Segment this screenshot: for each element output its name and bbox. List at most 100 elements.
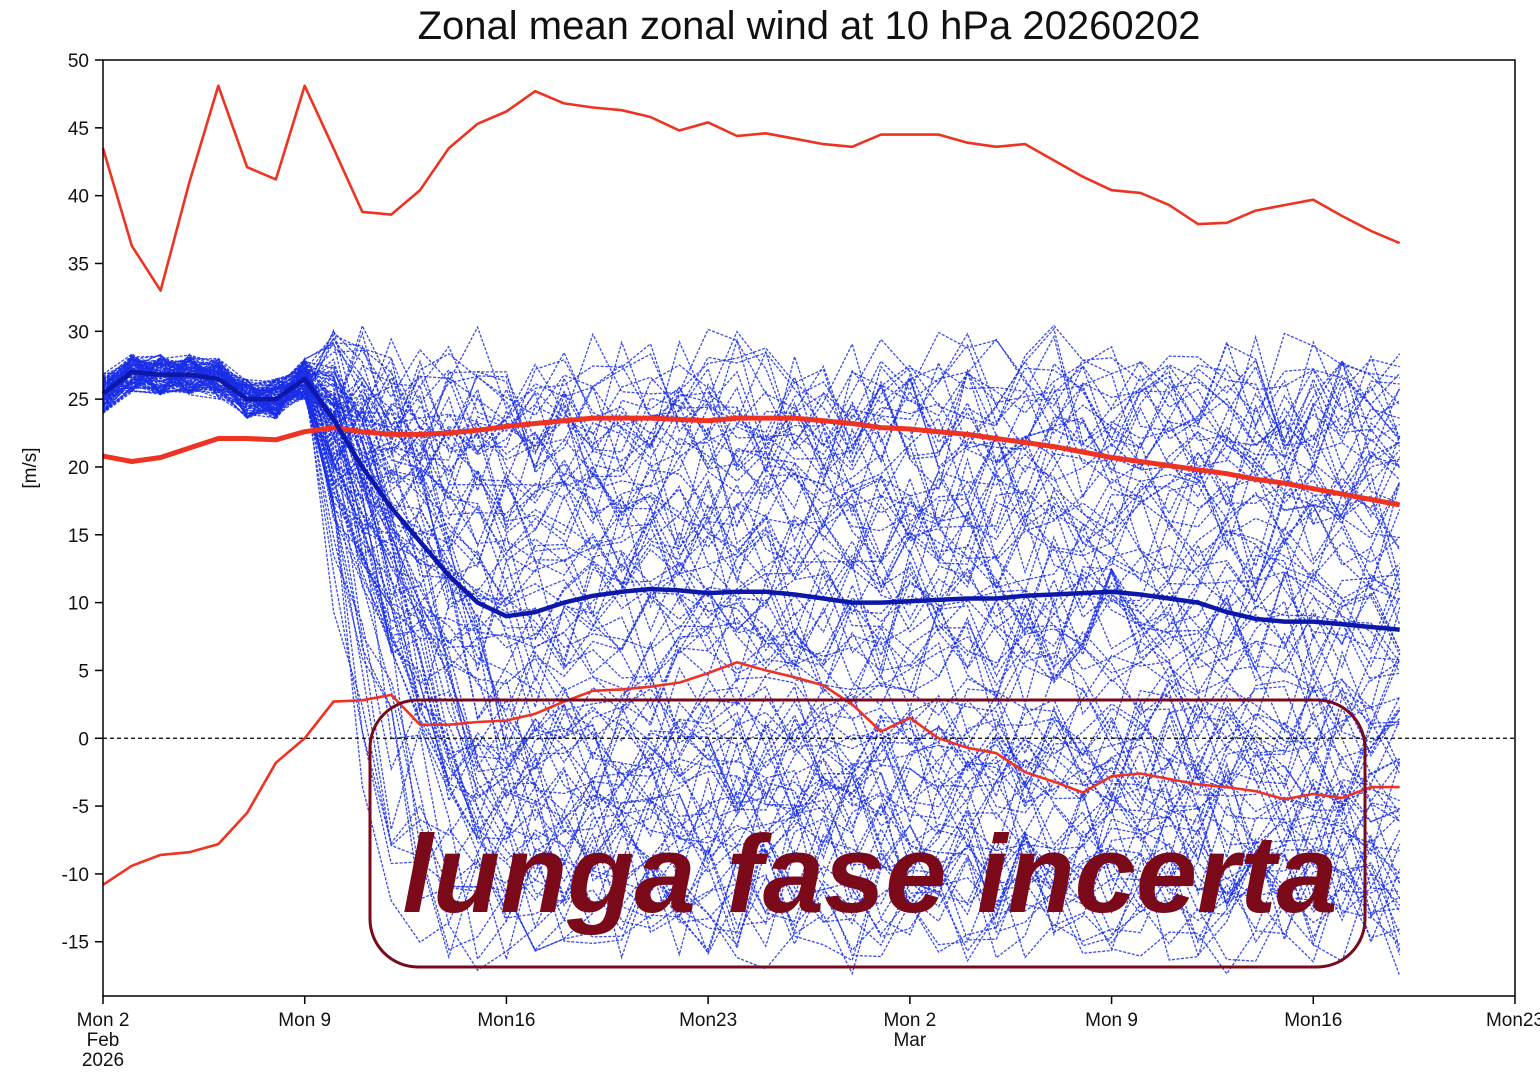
x-tick-label: Mon23 [1486, 1010, 1540, 1031]
ensemble-member-line [102, 337, 1400, 469]
ensemble-member-line [102, 367, 1401, 812]
x-tick-label-line: Mon 2 [77, 1010, 130, 1031]
ensemble-member-line [102, 365, 1401, 806]
ensemble-member-line [102, 365, 1400, 589]
ensemble-member-line [102, 358, 1401, 934]
ensemble-member-line [102, 363, 1401, 910]
ensemble-member-line [102, 347, 1401, 470]
x-tick-label-line: Mon16 [477, 1010, 535, 1031]
ensemble-member-line [102, 324, 1401, 450]
y-tick-label: -5 [72, 797, 89, 818]
ensemble-member-line [102, 368, 1400, 962]
x-tick-label: Mon 9 [278, 1010, 331, 1031]
ensemble-member-line [102, 358, 1401, 830]
ensemble-member-line [102, 339, 1401, 460]
x-tick-label-line: Mon23 [679, 1010, 737, 1031]
y-tick-label: 15 [68, 526, 89, 547]
x-tick-label-line: Feb [87, 1030, 120, 1051]
ensemble-member-line [102, 364, 1401, 676]
annotation-text: lunga fase incerta [402, 813, 1337, 936]
y-tick-label: -15 [62, 933, 89, 954]
x-tick-label: Mon16 [477, 1010, 535, 1031]
ensemble-member-line [102, 340, 1400, 504]
ensemble-member-line [102, 359, 1401, 890]
annotation-layer: lunga fase incerta [368, 698, 1367, 969]
ensemble-member-line [102, 356, 1400, 897]
y-tick-label: 30 [68, 322, 89, 343]
x-tick-label: Mon 2 Mar [883, 1010, 936, 1051]
x-tick-label: Mon 2 Feb 2026 [77, 1010, 130, 1071]
x-tick-label: Mon16 [1284, 1010, 1342, 1031]
y-axis-label: [m/s] [20, 447, 41, 488]
ensemble-member-line [102, 337, 1401, 477]
ensemble-member-line [102, 362, 1400, 942]
ensemble-member-line [102, 371, 1401, 524]
ensemble-member-line [102, 360, 1401, 919]
ensemble-member-line [102, 324, 1401, 447]
ensemble-member-line [102, 355, 1401, 710]
ensemble-member-line [102, 366, 1401, 616]
ensemble-member-line [102, 353, 1401, 484]
climatology-clim-mean-line [102, 415, 1401, 508]
ensemble-member-line [102, 360, 1401, 543]
ensemble-member-line [102, 368, 1401, 650]
ensemble-member-line [102, 354, 1401, 475]
ensemble-member-line [102, 365, 1401, 955]
ensemble-member-line [102, 377, 1401, 813]
y-tick-label: 35 [68, 254, 89, 275]
annotation-box [368, 698, 1367, 969]
plot-frame [102, 59, 1516, 997]
ensemble-member-line [102, 358, 1401, 521]
ensemble-member-line [102, 358, 1401, 680]
ensemble-member-line [102, 353, 1401, 952]
ensemble-member-line [102, 362, 1400, 819]
ensemble-mean-line [101, 369, 1400, 632]
y-tick-label: 20 [68, 458, 89, 479]
x-tick-label-line: 2026 [82, 1050, 124, 1071]
ensemble-member-line [102, 356, 1401, 868]
ensemble-member-line [102, 356, 1400, 734]
y-tick-label: 40 [68, 187, 89, 208]
ensemble-member-line [102, 361, 1401, 687]
x-tick-label-line: Mon16 [1284, 1010, 1342, 1031]
x-tick-label-line: Mon 9 [1085, 1010, 1138, 1031]
climatology-clim-min-line [102, 660, 1400, 886]
y-tick-label: 50 [68, 51, 89, 72]
ensemble-member-line [102, 330, 1401, 474]
ensemble-member-line [102, 360, 1401, 817]
ensemble-member-line [102, 359, 1401, 959]
y-tick-label: 25 [68, 390, 89, 411]
x-tick-label: Mon23 [679, 1010, 737, 1031]
ensemble-member-line [102, 356, 1401, 789]
ensemble-member-line [102, 359, 1400, 953]
ensemble-member-line [102, 362, 1401, 617]
x-tick-label: Mon 9 [1085, 1010, 1138, 1031]
y-tick-label: -10 [62, 865, 89, 886]
ensemble-member-line [102, 358, 1400, 853]
ensemble-member-line [102, 352, 1401, 841]
climatology-clim-max-line [101, 84, 1401, 292]
ensemble-member-line [102, 367, 1400, 716]
ensemble-member-line [102, 353, 1401, 486]
ensemble-member-line [102, 331, 1400, 455]
ensemble-member-line [102, 356, 1401, 817]
ensemble-member-line [102, 355, 1401, 686]
y-tick-label: 5 [78, 661, 89, 682]
ensemble-member-line [102, 354, 1400, 791]
ensemble-member-line [102, 369, 1400, 751]
ensemble-member-line [102, 358, 1401, 976]
ensemble-member-line [102, 358, 1401, 963]
ensemble-member-line [102, 360, 1401, 785]
x-tick-label-line: Mon 2 [883, 1010, 936, 1031]
climatology-lines [101, 84, 1401, 886]
x-tick-label-line: Mon23 [1486, 1010, 1540, 1031]
y-tick-label: 45 [68, 119, 89, 140]
y-tick-label: 10 [68, 594, 89, 615]
ensemble-member-line [102, 357, 1401, 571]
ensemble-member-line [102, 361, 1401, 816]
ensemble-member-line [102, 360, 1401, 723]
y-tick-label: 0 [78, 729, 89, 750]
